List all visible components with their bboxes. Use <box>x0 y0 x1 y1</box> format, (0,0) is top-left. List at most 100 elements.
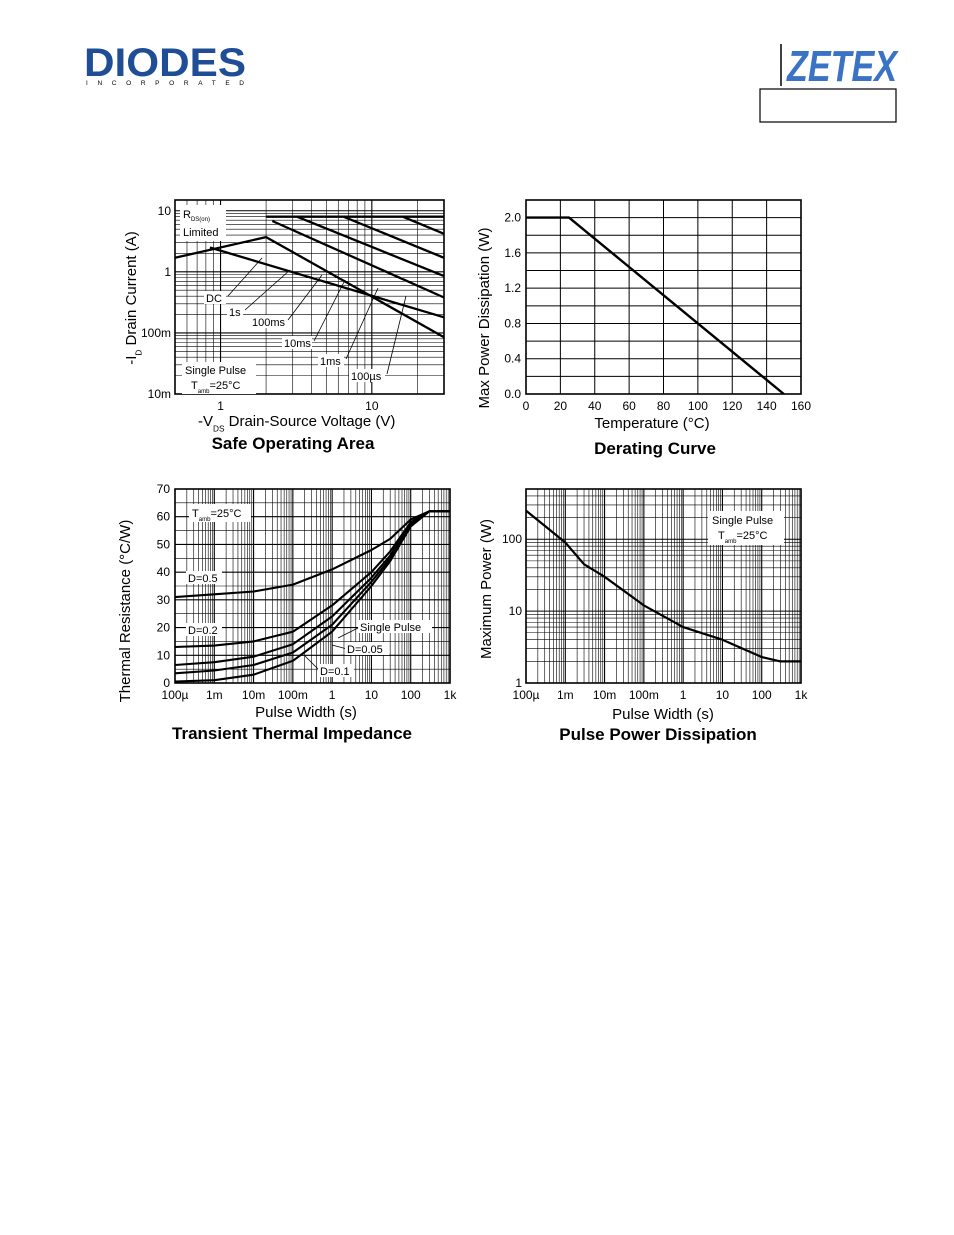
soa-curve <box>343 215 445 259</box>
soa-chart: RDS(on) Limited DC 1s 100ms 10ms 1ms 100µs Singl… <box>123 199 445 453</box>
thermal-impedance-chart: Tamb=25°C D=0.5 D=0.2 Single Pulse D=0.05 D=0… <box>117 482 457 743</box>
charts-area: RDS(on) Limited DC 1s 100ms 10ms 1ms 100µs Singl… <box>117 199 811 744</box>
limited-label: Limited <box>183 227 218 239</box>
soa-curve <box>209 246 445 319</box>
curve-label: 1ms <box>320 356 341 368</box>
x-tick-label: 10 <box>716 688 730 702</box>
x-tick-label: 10 <box>365 399 379 413</box>
chart-title: Pulse Power Dissipation <box>559 725 756 744</box>
x-tick-label: 0 <box>523 399 530 413</box>
label-pointer <box>244 269 291 311</box>
y-tick-label: 10 <box>158 204 172 218</box>
x-tick-label: 100 <box>752 688 772 702</box>
x-axis-label: Temperature (°C) <box>594 415 709 432</box>
y-tick-label: 0 <box>163 676 170 690</box>
label-pointer <box>287 274 323 321</box>
x-tick-label: 20 <box>554 399 568 413</box>
y-tick-label: 50 <box>157 537 171 551</box>
label-background <box>282 336 312 349</box>
soa-curve <box>174 235 445 339</box>
curve-label: D=0.05 <box>347 644 383 656</box>
x-tick-label: 1m <box>206 688 223 702</box>
label-background <box>349 369 385 382</box>
x-tick-label: 10m <box>242 688 265 702</box>
x-tick-label: 1k <box>444 688 458 702</box>
x-tick-label: 10 <box>365 688 379 702</box>
x-axis-label: -VDS Drain-Source Voltage (V) <box>198 413 395 433</box>
label-background <box>345 642 389 655</box>
curve-label: 100µs <box>351 371 382 383</box>
x-axis-label: Pulse Width (s) <box>255 704 357 721</box>
curve-label: 10ms <box>284 338 311 350</box>
label-background <box>250 315 286 328</box>
x-tick-label: 120 <box>722 399 742 413</box>
tamb-label: Tamb=25°C <box>192 508 242 523</box>
x-tick-label: 100 <box>401 688 421 702</box>
y-axis-label: Max Power Dissipation (W) <box>476 228 493 409</box>
y-tick-label: 10 <box>157 648 171 662</box>
x-tick-label: 60 <box>622 399 636 413</box>
curve-label: D=0.2 <box>188 625 218 637</box>
curve-label: 100ms <box>252 317 286 329</box>
x-tick-label: 100m <box>629 688 659 702</box>
chart-title: Safe Operating Area <box>212 434 375 453</box>
x-tick-label: 1k <box>795 688 809 702</box>
tamb-label: Tamb=25°C <box>718 530 768 545</box>
label-background <box>186 571 222 584</box>
derating-chart: 0.0 0.4 0.8 1.2 1.6 2.0 0 20 40 60 80 100 120 140 160 M… <box>476 199 811 458</box>
label-background <box>708 511 784 545</box>
label-background <box>227 305 243 318</box>
label-background <box>204 291 226 304</box>
single-pulse-label: Single Pulse <box>185 365 246 377</box>
label-background <box>180 205 226 241</box>
y-tick-label: 2.0 <box>504 211 521 225</box>
x-tick-label: 100µ <box>513 688 540 702</box>
y-axis-label: -ID Drain Current (A) <box>123 231 143 365</box>
diodes-logo: DIODES INCORPORATED <box>84 41 246 87</box>
plot-frame <box>174 488 451 684</box>
x-tick-label: 40 <box>588 399 602 413</box>
label-background <box>318 664 354 677</box>
label-pointer <box>386 295 407 375</box>
impedance-curve <box>174 510 450 599</box>
derating-curve <box>526 216 785 395</box>
x-tick-label: 100m <box>278 688 308 702</box>
label-background <box>358 620 432 633</box>
plot-frame <box>525 199 802 395</box>
soa-curve <box>296 215 445 278</box>
label-pointer <box>304 655 321 672</box>
page-header: DIODES INCORPORATED ZETEX <box>84 41 899 123</box>
soa-curve <box>402 215 445 235</box>
y-axis-label: Thermal Resistance (°C/W) <box>117 520 134 703</box>
label-background <box>182 362 256 394</box>
curve-label: Single Pulse <box>360 622 421 634</box>
label-pointer <box>345 287 379 360</box>
pulse-power-curve <box>525 509 801 663</box>
curve-label: DC <box>206 293 222 305</box>
pulse-power-chart: Single Pulse Tamb=25°C 1 10 100 100µ 1m 10m 100m… <box>478 488 809 744</box>
x-tick-label: 80 <box>657 399 671 413</box>
chart-title: Derating Curve <box>594 439 716 458</box>
single-pulse-label: Single Pulse <box>712 515 773 527</box>
x-tick-label: 10m <box>593 688 616 702</box>
chart-title: Transient Thermal Impedance <box>172 724 412 743</box>
y-tick-label: 1 <box>515 676 522 690</box>
y-tick-label: 10m <box>148 387 171 401</box>
y-tick-label: 0.4 <box>504 352 521 366</box>
y-tick-label: 0.0 <box>504 387 521 401</box>
y-tick-label: 40 <box>157 565 171 579</box>
document-number-box <box>759 88 897 123</box>
y-tick-label: 10 <box>509 604 523 618</box>
zetex-logo-text: ZETEX <box>785 42 899 91</box>
y-tick-label: 70 <box>157 482 171 496</box>
rds-label: RDS(on) <box>183 209 210 223</box>
label-background <box>189 504 251 522</box>
plot-frame <box>525 488 802 684</box>
y-axis-label: Maximum Power (W) <box>478 519 495 659</box>
curve-label: D=0.1 <box>320 666 350 678</box>
label-pointer <box>331 644 348 650</box>
curve-label: 1s <box>229 307 241 319</box>
x-tick-label: 100µ <box>162 688 189 702</box>
y-tick-label: 1 <box>164 265 171 279</box>
x-tick-label: 1 <box>680 688 687 702</box>
